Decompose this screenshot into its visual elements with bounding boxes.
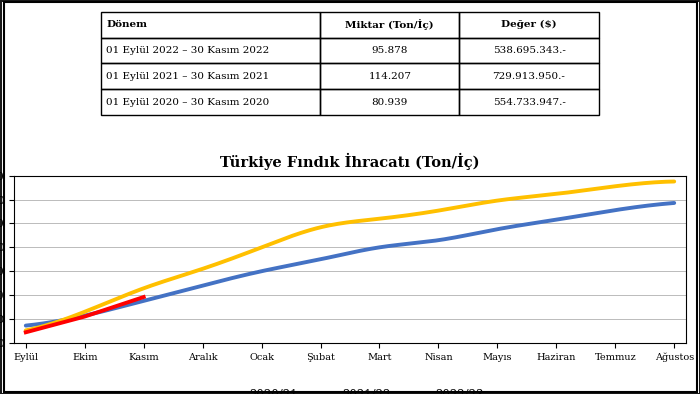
Text: 554.733.947.-: 554.733.947.- xyxy=(493,98,566,107)
2021/22 xyxy=(405,213,414,217)
Bar xyxy=(102,89,320,115)
Bar xyxy=(459,37,598,63)
2021/22 xyxy=(419,211,427,216)
Bar xyxy=(320,89,459,115)
Bar xyxy=(459,63,598,89)
Bar xyxy=(102,12,320,37)
Text: Dönem: Dönem xyxy=(106,20,147,29)
2021/22 xyxy=(670,179,678,184)
Line: 2022/23: 2022/23 xyxy=(26,297,144,332)
Text: 01 Eylül 2020 – 30 Kasım 2020: 01 Eylül 2020 – 30 Kasım 2020 xyxy=(106,98,270,107)
Legend: 2020/21, 2021/22, 2022/23: 2020/21, 2021/22, 2022/23 xyxy=(211,385,489,394)
Bar xyxy=(320,12,459,37)
Bar xyxy=(102,63,320,89)
Text: 95.878: 95.878 xyxy=(372,46,408,55)
Bar xyxy=(102,37,320,63)
Text: 538.695.343.-: 538.695.343.- xyxy=(493,46,566,55)
Text: Değer ($): Değer ($) xyxy=(501,20,556,29)
Bar xyxy=(320,37,459,63)
2020/21 xyxy=(419,240,427,245)
2022/23 xyxy=(22,330,30,335)
Text: 729.913.950.-: 729.913.950.- xyxy=(493,72,566,81)
2020/21 xyxy=(24,323,32,328)
Bar xyxy=(320,63,459,89)
Text: 114.207: 114.207 xyxy=(368,72,412,81)
Bar xyxy=(459,12,598,37)
2022/23 xyxy=(80,314,89,319)
2021/22 xyxy=(609,184,617,189)
2021/22 xyxy=(568,190,577,194)
Text: 01 Eylül 2021 – 30 Kasım 2021: 01 Eylül 2021 – 30 Kasım 2021 xyxy=(106,72,270,81)
Text: 01 Eylül 2022 – 30 Kasım 2022: 01 Eylül 2022 – 30 Kasım 2022 xyxy=(106,46,270,55)
Line: 2020/21: 2020/21 xyxy=(26,203,674,325)
2020/21 xyxy=(22,323,30,328)
2020/21 xyxy=(405,241,414,246)
2020/21 xyxy=(670,201,678,205)
Text: 80.939: 80.939 xyxy=(372,98,408,107)
2022/23 xyxy=(139,295,148,299)
Line: 2021/22: 2021/22 xyxy=(26,182,674,331)
2020/21 xyxy=(407,241,416,246)
2021/22 xyxy=(24,327,32,332)
2021/22 xyxy=(22,328,30,333)
2020/21 xyxy=(568,215,577,219)
Bar xyxy=(459,89,598,115)
Title: Türkiye Fındık İhracatı (Ton/İç): Türkiye Fındık İhracatı (Ton/İç) xyxy=(220,153,480,171)
Text: Miktar (Ton/İç): Miktar (Ton/İç) xyxy=(346,19,434,30)
2021/22 xyxy=(407,212,416,217)
2020/21 xyxy=(609,208,617,213)
